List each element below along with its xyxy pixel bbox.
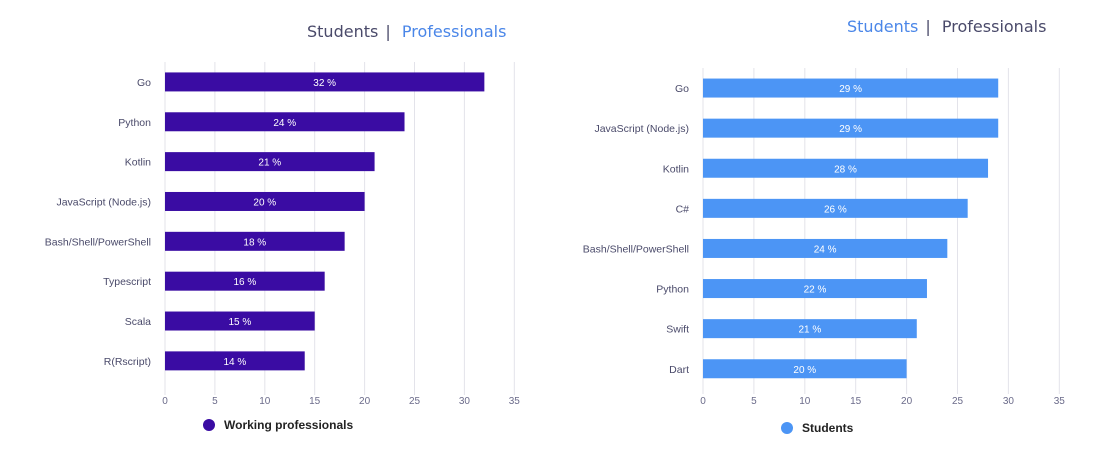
x-tick-label: 10: [799, 396, 811, 407]
x-tick-label: 25: [409, 396, 421, 407]
bar: [165, 72, 485, 92]
x-tick-label: 15: [309, 396, 321, 407]
data-label: 26 %: [824, 204, 847, 215]
category-label: Swift: [666, 324, 689, 336]
chart-panel-students: Students | Professionals 0 5 10 15 20 25 30 35 G…: [553, 0, 1106, 451]
category-label: Bash/Shell/PowerShell: [583, 243, 689, 255]
toggle-students[interactable]: Students: [847, 17, 919, 36]
category-label: C#: [676, 203, 690, 215]
legend-dot-icon: [203, 419, 215, 431]
bar: [703, 279, 927, 299]
legend-dot-icon: [781, 422, 793, 434]
data-label: 14 %: [223, 357, 246, 368]
bar: [165, 231, 345, 251]
x-tick-label: 35: [509, 396, 521, 407]
bar: [703, 198, 968, 218]
data-label: 15 %: [228, 317, 251, 328]
category-label: Scala: [125, 316, 151, 328]
x-tick-label: 5: [751, 396, 757, 407]
bar-chart-students: 0 5 10 15 20 25 30 35 Go 29 % JavaScript (Node.js)…: [583, 68, 1066, 407]
category-label: Go: [675, 83, 689, 95]
bar: [165, 271, 325, 291]
category-label: Bash/Shell/PowerShell: [45, 236, 151, 248]
x-tick-label: 15: [850, 396, 862, 407]
legend-label: Working professionals: [224, 418, 354, 432]
x-tick-label: 10: [259, 396, 271, 407]
category-label: Go: [137, 77, 151, 89]
view-toggle: Students | Professionals: [307, 22, 506, 41]
toggle-students[interactable]: Students: [307, 22, 379, 41]
toggle-separator: |: [385, 22, 391, 41]
data-label: 20 %: [793, 365, 816, 376]
x-tick-label: 20: [359, 396, 371, 407]
category-label: Python: [656, 284, 689, 296]
toggle-professionals[interactable]: Professionals: [941, 17, 1047, 36]
bar: [703, 158, 989, 178]
data-label: 28 %: [834, 164, 857, 175]
category-label: Python: [118, 117, 151, 129]
bar: [165, 311, 315, 331]
data-label: 24 %: [273, 118, 296, 129]
category-label: Kotlin: [663, 163, 689, 175]
category-label: R(Rscript): [104, 356, 151, 368]
bar: [703, 359, 907, 379]
chart-panel-professionals: Students | Professionals 0 5 10 15 20 25 30 35 G…: [45, 22, 521, 432]
bar: [165, 152, 375, 172]
category-label: JavaScript (Node.js): [56, 196, 151, 208]
x-tick-label: 30: [459, 396, 471, 407]
category-label: Kotlin: [125, 157, 151, 169]
category-label: Typescript: [103, 276, 151, 288]
bar: [703, 319, 917, 339]
bar: [165, 191, 365, 211]
x-tick-label: 0: [162, 396, 168, 407]
data-label: 21 %: [798, 325, 821, 336]
toggle-separator: |: [925, 17, 931, 36]
data-label: 24 %: [814, 244, 837, 255]
category-label: Dart: [669, 364, 689, 376]
legend-item[interactable]: Working professionals: [203, 418, 353, 432]
x-tick-label: 0: [700, 396, 706, 407]
legend-label: Students: [802, 421, 854, 435]
bar: [165, 112, 405, 132]
category-label: JavaScript (Node.js): [594, 123, 689, 135]
data-label: 16 %: [233, 277, 256, 288]
x-tick-label: 30: [1003, 396, 1015, 407]
x-tick-label: 35: [1054, 396, 1066, 407]
toggle-professionals[interactable]: Professionals: [401, 22, 507, 41]
data-label: 22 %: [804, 285, 827, 296]
data-label: 29 %: [839, 84, 862, 95]
bar: [703, 238, 948, 258]
x-tick-label: 5: [212, 396, 218, 407]
x-tick-label: 25: [952, 396, 964, 407]
data-label: 32 %: [313, 78, 336, 89]
data-label: 29 %: [839, 124, 862, 135]
data-label: 21 %: [258, 158, 281, 169]
data-label: 20 %: [253, 197, 276, 208]
data-label: 18 %: [243, 237, 266, 248]
bar: [165, 351, 305, 371]
legend-item[interactable]: Students: [781, 421, 853, 435]
x-tick-label: 20: [901, 396, 913, 407]
view-toggle: Students | Professionals: [847, 17, 1046, 36]
bar: [703, 118, 999, 138]
bar-chart-professionals: 0 5 10 15 20 25 30 35 Go 32 % Python 24 % Kotlin 21 %…: [45, 62, 521, 407]
bar: [703, 78, 999, 98]
